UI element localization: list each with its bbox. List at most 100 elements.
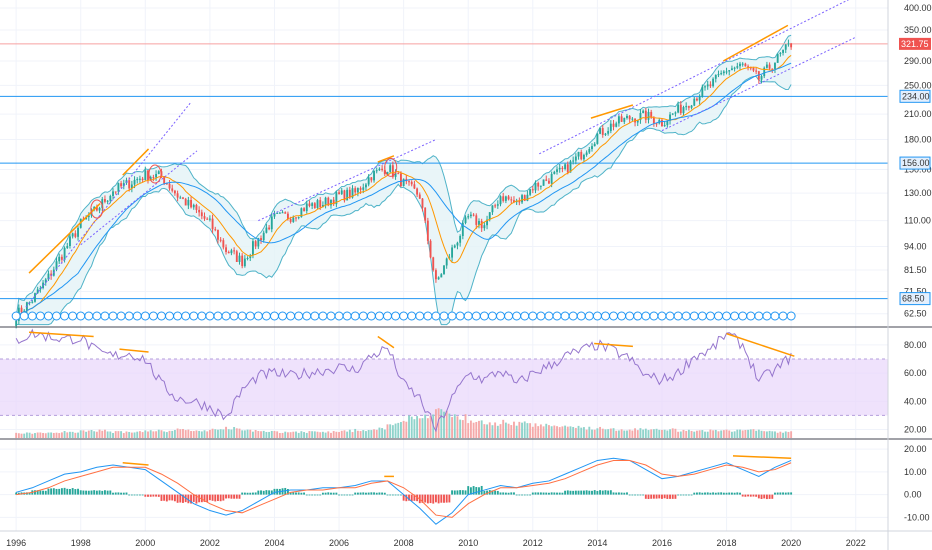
histogram-bar	[593, 490, 596, 495]
volume-bar	[20, 433, 23, 438]
histogram-bar	[249, 492, 252, 495]
histogram-bar	[265, 490, 268, 495]
event-marker	[738, 311, 748, 321]
histogram-bar	[774, 492, 776, 495]
candle-body	[736, 66, 739, 68]
volume-bar	[397, 422, 400, 438]
oscillator-pane[interactable]	[0, 328, 888, 438]
candle-body	[529, 189, 532, 195]
histogram-bar	[375, 492, 378, 495]
candle-body	[354, 188, 357, 193]
candle-body	[443, 265, 445, 275]
moving-average-fast	[15, 54, 792, 322]
volume-bar	[95, 431, 98, 438]
histogram-bar	[147, 494, 149, 497]
candle-body	[208, 218, 211, 220]
candle-body	[257, 238, 260, 247]
volume-bar	[321, 431, 324, 438]
volume-bar	[311, 431, 314, 438]
histogram-bar	[650, 494, 653, 499]
candle-body	[203, 216, 206, 219]
histogram-bar	[217, 494, 219, 501]
histogram-bar	[609, 490, 612, 495]
volume-bar	[591, 429, 593, 438]
candle-body	[343, 190, 346, 201]
highlight-circle	[384, 157, 398, 177]
histogram-bar	[362, 492, 365, 495]
volume-bar	[787, 431, 790, 438]
histogram-bar	[225, 494, 227, 499]
volume-bar	[402, 420, 405, 438]
event-marker	[592, 311, 602, 321]
event-marker	[156, 311, 166, 321]
volume-bar	[338, 432, 340, 438]
candle-body	[558, 167, 561, 170]
volume-bar	[125, 431, 128, 438]
event-marker	[415, 311, 425, 321]
moving-average-slow	[15, 62, 792, 322]
volume-bar	[211, 428, 214, 438]
histogram-bar	[44, 490, 47, 495]
candle-body	[601, 128, 604, 135]
histogram-bar	[722, 492, 725, 495]
event-marker	[302, 311, 312, 321]
histogram-bar	[679, 494, 682, 496]
histogram-bar	[720, 492, 723, 495]
candle-body	[300, 208, 303, 218]
price-pane[interactable]	[0, 0, 888, 329]
event-marker	[649, 311, 659, 321]
histogram-bar	[480, 485, 483, 495]
volume-bar	[704, 431, 706, 438]
histogram-bar	[526, 494, 529, 496]
volume-bar	[521, 422, 523, 438]
histogram-bar	[171, 494, 174, 501]
volume-bar	[561, 426, 564, 438]
candle-body	[469, 214, 472, 217]
histogram-bar	[155, 494, 158, 497]
candle-body	[674, 112, 677, 114]
histogram-bar	[747, 494, 750, 497]
candle-body	[553, 171, 556, 174]
histogram-bar	[451, 490, 454, 495]
candle-body	[305, 203, 308, 212]
histogram-bar	[728, 492, 731, 495]
candle-body	[566, 164, 569, 173]
candle-body	[101, 199, 104, 208]
histogram-bar	[268, 490, 271, 495]
histogram-bar	[42, 490, 44, 495]
price-level-tag-box	[899, 292, 931, 306]
candle-body	[671, 113, 674, 115]
histogram-bar	[572, 490, 575, 495]
volume-bar	[682, 429, 685, 438]
volume-bar	[63, 431, 66, 438]
histogram-bar	[157, 494, 160, 497]
candle-body	[478, 220, 480, 225]
candle-body	[66, 246, 69, 248]
histogram-bar	[787, 492, 790, 495]
candle-body	[523, 195, 526, 201]
candle-body	[774, 62, 776, 69]
candle-body	[539, 185, 542, 187]
candle-body	[604, 133, 607, 135]
volume-bar	[17, 433, 20, 438]
volume-bar	[768, 430, 771, 438]
candle-body	[413, 184, 416, 189]
histogram-bar	[757, 494, 760, 499]
histogram-bar	[690, 494, 693, 496]
histogram-bar	[219, 494, 222, 502]
candle-body	[639, 112, 642, 121]
histogram-bar	[483, 490, 486, 495]
histogram-bar	[356, 492, 359, 495]
volume-bar	[278, 433, 281, 438]
candle-body	[730, 68, 733, 71]
volume-bar	[44, 433, 47, 438]
candle-body	[313, 203, 316, 208]
momentum-pane[interactable]	[15, 455, 793, 525]
volume-bar	[128, 431, 131, 438]
volume-bar	[663, 429, 666, 438]
histogram-bar	[623, 492, 626, 495]
price-level-tag-box	[899, 156, 931, 170]
histogram-bar	[168, 494, 171, 501]
event-marker	[536, 311, 546, 321]
volume-bar	[513, 421, 515, 438]
